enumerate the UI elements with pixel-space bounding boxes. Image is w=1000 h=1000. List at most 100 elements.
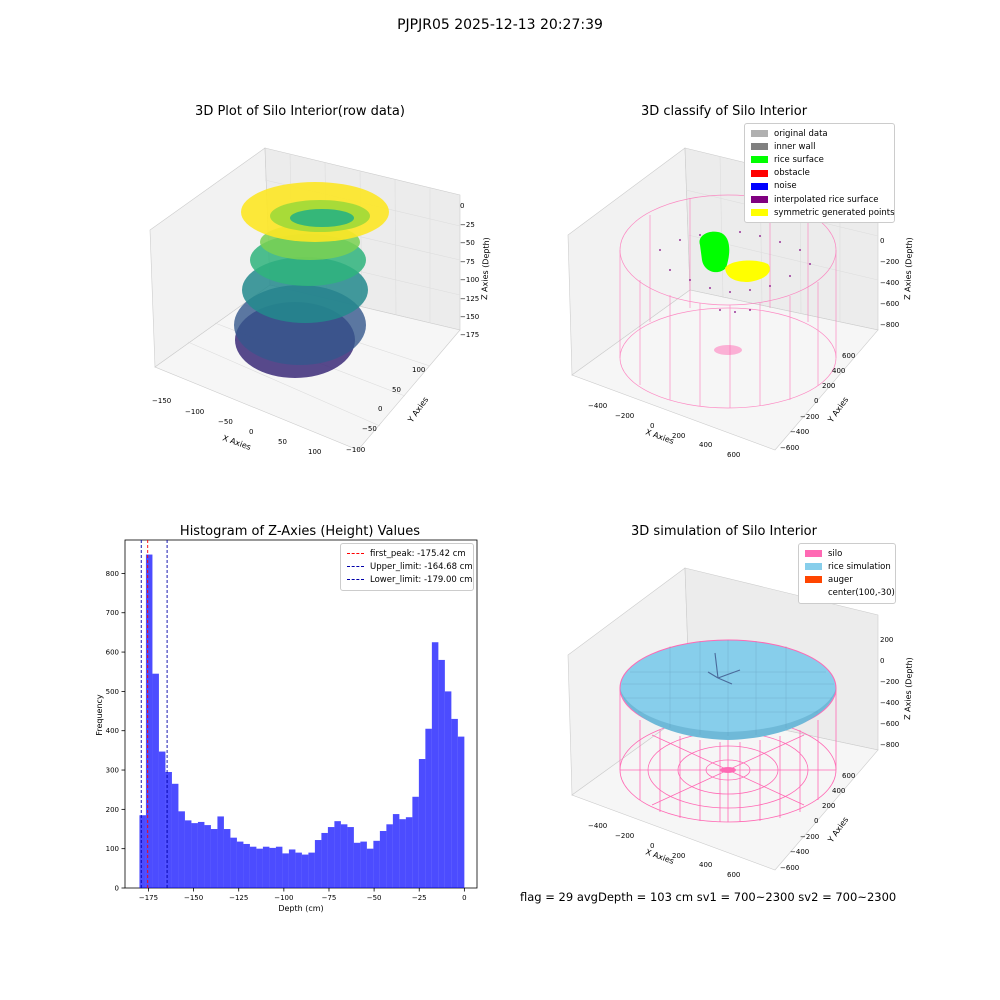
histogram-bar: [223, 829, 231, 888]
classify-legend-item: interpolated rice surface: [751, 193, 888, 206]
classify-plot-title: 3D classify of Silo Interior: [640, 104, 808, 119]
svg-text:200: 200: [672, 432, 685, 440]
histogram-bar: [405, 817, 413, 888]
svg-text:−25: −25: [460, 221, 475, 229]
classify-legend-swatch: [751, 209, 768, 217]
classify-y-label: Y Axies: [826, 395, 851, 425]
svg-text:−50: −50: [218, 418, 233, 426]
histogram-y-tick-label: 300: [106, 767, 119, 775]
histogram-bar: [236, 841, 244, 888]
svg-text:0: 0: [650, 842, 654, 850]
svg-text:−200: −200: [800, 833, 819, 841]
histogram-bar: [165, 772, 172, 888]
histogram-y-tick-label: 800: [106, 570, 119, 578]
histogram-x-tick-label: −125: [229, 894, 248, 902]
histogram-bar: [288, 849, 296, 888]
histogram-x-tick-label: −50: [367, 894, 382, 902]
classify-rice-surface: [699, 231, 730, 273]
histogram-bars: [139, 554, 465, 888]
histogram-bar: [217, 816, 224, 888]
svg-text:50: 50: [278, 438, 287, 446]
histogram-bar: [249, 846, 257, 888]
classify-legend-label: noise: [774, 181, 797, 192]
histogram-legend-swatch: [347, 566, 364, 568]
histogram-bar: [158, 751, 166, 888]
histogram-bar: [457, 736, 465, 888]
histogram-legend-item: Lower_limit: -179.00 cm: [347, 573, 472, 586]
histogram-bar: [256, 848, 263, 888]
histogram-y-label: Frequency: [95, 694, 104, 736]
svg-text:−600: −600: [780, 444, 799, 452]
simulation-auger: [707, 652, 741, 685]
svg-text:−175: −175: [460, 331, 479, 339]
classify-symmetric-points: [725, 260, 770, 282]
simulation-z-label: Z Axies (Depth): [903, 657, 914, 720]
classify-legend-swatch: [751, 130, 768, 138]
raw-3d-plot: 0 −25 −50 −75 −100 −125 −150 −175 −150 −…: [149, 147, 491, 456]
raw-y-label: Y Axies: [406, 395, 431, 425]
classify-legend-swatch: [751, 156, 768, 164]
svg-text:600: 600: [727, 871, 740, 879]
classify-legend-swatch: [751, 143, 768, 151]
histogram-bar: [425, 728, 432, 888]
svg-text:−200: −200: [880, 258, 899, 266]
histogram-x-ticks: −175 −150 −125 −100 −75 −50 −25 0: [139, 888, 467, 902]
histogram-y-ticks: 0 100 200 300 400 500 600 700 800: [106, 570, 125, 893]
svg-text:400: 400: [832, 367, 845, 375]
classify-legend-label: obstacle: [774, 168, 810, 179]
classify-legend-item: inner wall: [751, 140, 888, 153]
svg-text:600: 600: [842, 772, 855, 780]
raw-z-label: Z Axies (Depth): [480, 237, 491, 300]
svg-text:200: 200: [822, 802, 835, 810]
histogram-bar: [353, 842, 361, 888]
simulation-legend-label: center(100,-30): [828, 588, 895, 599]
simulation-mesh: [622, 640, 834, 736]
svg-text:0: 0: [249, 428, 253, 436]
histogram-bar: [327, 827, 335, 888]
raw-y-ticks: 100 50 0 −50 −100: [346, 366, 425, 454]
histogram-bar: [431, 642, 439, 888]
svg-text:0: 0: [650, 422, 654, 430]
histogram-bar: [373, 840, 380, 888]
histogram-y-tick-label: 0: [115, 885, 119, 893]
svg-text:0: 0: [460, 202, 464, 210]
histogram-bar: [444, 691, 452, 888]
svg-text:0: 0: [880, 237, 884, 245]
classify-legend-item: symmetric generated points: [751, 206, 895, 219]
classify-legend: original data inner wall rice surface obsta…: [744, 123, 895, 224]
svg-text:−100: −100: [460, 276, 479, 284]
histogram-bar: [204, 825, 211, 888]
svg-text:−50: −50: [362, 425, 377, 433]
svg-text:400: 400: [699, 861, 712, 869]
classify-legend-item: noise: [751, 180, 888, 193]
histogram-bar: [451, 718, 458, 888]
svg-text:−200: −200: [615, 832, 634, 840]
histogram-x-tick-label: 0: [462, 894, 466, 902]
histogram-chart: −175 −150 −125 −100 −75 −50 −25 0 0 100 200 300 400…: [95, 539, 478, 913]
histogram-bar: [152, 673, 159, 888]
svg-text:0: 0: [814, 817, 818, 825]
histogram-bar: [412, 796, 419, 888]
svg-text:100: 100: [308, 448, 321, 456]
svg-text:100: 100: [412, 366, 425, 374]
svg-text:−800: −800: [880, 321, 899, 329]
histogram-legend-swatch: [347, 553, 364, 555]
svg-text:−400: −400: [790, 848, 809, 856]
histogram-bar: [210, 829, 218, 888]
svg-text:200: 200: [822, 382, 835, 390]
simulation-legend-swatch: [805, 590, 822, 597]
svg-text:600: 600: [727, 451, 740, 459]
simulation-legend-item: silo: [805, 547, 889, 560]
classify-legend-item: rice surface: [751, 153, 888, 166]
histogram-x-tick-label: −175: [139, 894, 158, 902]
simulation-legend-label: rice simulation: [828, 561, 891, 572]
histogram-bar: [197, 821, 205, 888]
svg-text:−200: −200: [800, 413, 819, 421]
histogram-y-tick-label: 700: [106, 609, 119, 617]
classify-x-label: X Axies: [644, 427, 675, 446]
histogram-bar: [386, 824, 393, 888]
histogram-bar: [243, 843, 250, 888]
svg-text:−600: −600: [780, 864, 799, 872]
histogram-legend-label: Upper_limit: -164.68 cm: [370, 561, 473, 572]
histogram-bar: [262, 846, 270, 888]
